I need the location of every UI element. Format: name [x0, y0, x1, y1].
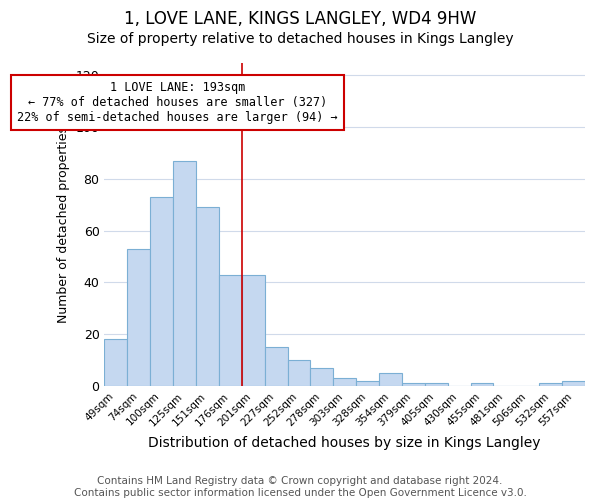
Bar	[333, 378, 356, 386]
Bar	[127, 249, 150, 386]
Bar	[150, 197, 173, 386]
Bar	[104, 340, 127, 386]
Bar	[470, 384, 493, 386]
Bar	[242, 274, 265, 386]
Text: Size of property relative to detached houses in Kings Langley: Size of property relative to detached ho…	[86, 32, 514, 46]
Bar	[356, 381, 379, 386]
Text: 1, LOVE LANE, KINGS LANGLEY, WD4 9HW: 1, LOVE LANE, KINGS LANGLEY, WD4 9HW	[124, 10, 476, 28]
Bar	[287, 360, 310, 386]
Bar	[425, 384, 448, 386]
Y-axis label: Number of detached properties: Number of detached properties	[57, 126, 70, 322]
Bar	[173, 161, 196, 386]
Bar	[562, 381, 585, 386]
Bar	[265, 347, 287, 386]
Bar	[310, 368, 333, 386]
Bar	[402, 384, 425, 386]
Bar	[196, 208, 219, 386]
Bar	[219, 274, 242, 386]
Text: 1 LOVE LANE: 193sqm
← 77% of detached houses are smaller (327)
22% of semi-detac: 1 LOVE LANE: 193sqm ← 77% of detached ho…	[17, 80, 338, 124]
Bar	[379, 373, 402, 386]
Bar	[539, 384, 562, 386]
Text: Contains HM Land Registry data © Crown copyright and database right 2024.
Contai: Contains HM Land Registry data © Crown c…	[74, 476, 526, 498]
X-axis label: Distribution of detached houses by size in Kings Langley: Distribution of detached houses by size …	[148, 436, 541, 450]
